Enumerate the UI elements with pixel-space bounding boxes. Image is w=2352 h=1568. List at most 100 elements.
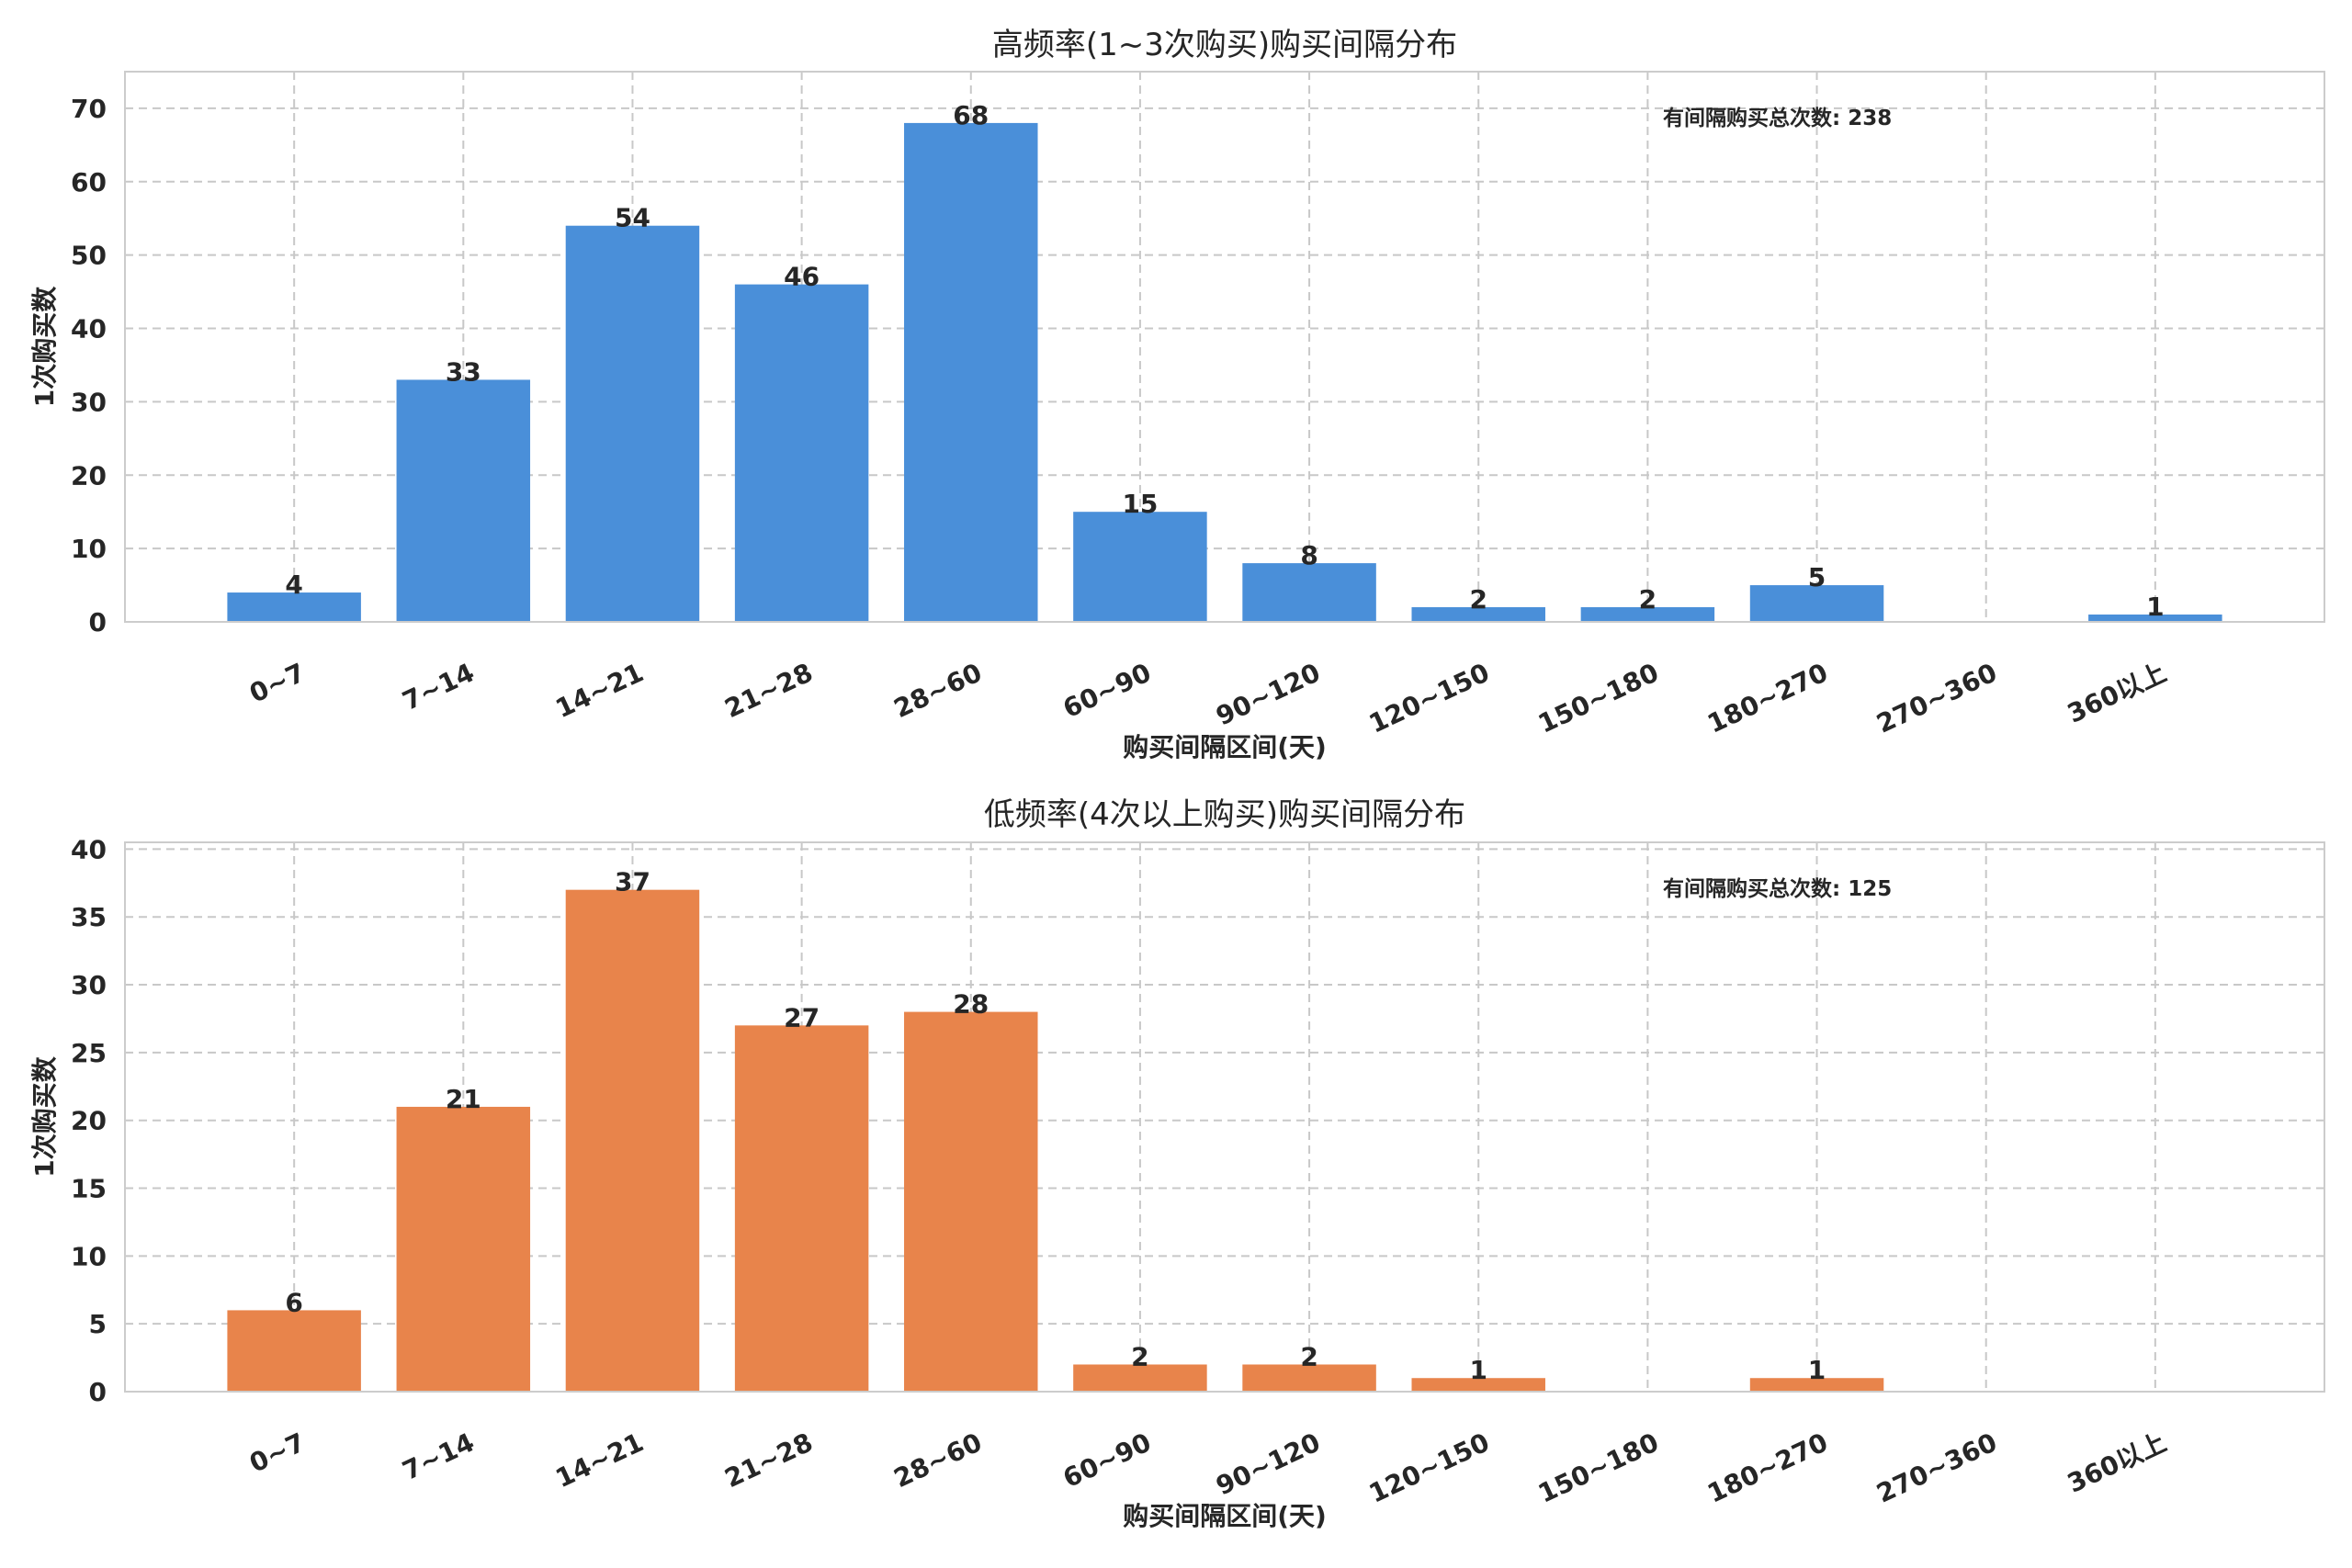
y-tick-label-60: 60 <box>71 167 107 197</box>
chart-title: 低频率(4次以上购买)购买间隔分布 <box>984 796 1465 833</box>
bar-60~90 <box>1073 512 1207 622</box>
bar-120~150 <box>1411 1378 1545 1392</box>
x-tick-labels: 0~7 7~14 14~21 21~28 28~60 60~90 90~120 120~150… <box>245 657 2171 739</box>
data-label-120~150: 1 <box>1469 1355 1487 1385</box>
bars <box>227 122 2222 622</box>
y-tick-label-0: 0 <box>89 607 107 637</box>
bar-21~28 <box>734 284 869 622</box>
x-tick-label-150~180: 150~180 <box>1533 657 1663 739</box>
x-axis-label: 购买间隔区间(天) <box>1123 1501 1327 1531</box>
chart-title: 高频率(1~3次购买)购买间隔分布 <box>992 27 1457 63</box>
x-tick-label-360以上: 360以上 <box>2063 657 2171 728</box>
bars <box>227 889 1884 1392</box>
y-tick-label-30: 30 <box>71 970 107 1000</box>
x-tick-label-120~150: 120~150 <box>1364 657 1494 739</box>
x-tick-label-270~360: 270~360 <box>1871 657 2001 739</box>
x-tick-label-180~270: 180~270 <box>1702 657 1832 739</box>
x-tick-label-28~60: 28~60 <box>889 657 987 724</box>
data-label-7~14: 33 <box>446 356 481 387</box>
y-tick-label-10: 10 <box>71 534 107 564</box>
x-tick-label-360以上: 360以上 <box>2063 1427 2171 1498</box>
data-label-21~28: 27 <box>784 1002 820 1032</box>
data-label-0~7: 6 <box>285 1287 302 1317</box>
bar-180~270 <box>1749 1378 1884 1392</box>
data-label-14~21: 37 <box>615 867 650 897</box>
plot-frame <box>124 841 2325 1393</box>
x-tick-label-120~150: 120~150 <box>1364 1427 1494 1508</box>
data-label-60~90: 15 <box>1122 489 1158 519</box>
bar-60~90 <box>1073 1364 1207 1392</box>
y-tick-label-50: 50 <box>71 241 107 271</box>
x-axis-label: 购买间隔区间(天) <box>1123 732 1327 762</box>
x-tick-label-14~21: 14~21 <box>551 657 649 724</box>
data-label-90~120: 8 <box>1300 540 1317 570</box>
bar-0~7 <box>227 1310 361 1392</box>
data-label-28~60: 68 <box>953 100 989 130</box>
y-axis-label: 1次购买数 <box>29 286 60 407</box>
y-tick-labels: 0 10 20 30 40 50 60 70 <box>71 94 107 637</box>
data-labels: 4 33 54 46 68 15 8 2 2 5 1 <box>285 100 2164 622</box>
y-tick-label-30: 30 <box>71 387 107 417</box>
data-label-180~270: 1 <box>1808 1355 1826 1385</box>
bar-7~14 <box>396 1106 531 1392</box>
y-tick-label-10: 10 <box>71 1241 107 1271</box>
plot-frame <box>124 71 2325 623</box>
bar-180~270 <box>1749 585 1884 622</box>
data-label-14~21: 54 <box>615 203 650 233</box>
x-tick-labels: 0~7 7~14 14~21 21~28 28~60 60~90 90~120 120~150… <box>245 1427 2171 1508</box>
x-tick-label-270~360: 270~360 <box>1871 1427 2001 1508</box>
x-tick-label-60~90: 60~90 <box>1058 657 1156 724</box>
y-tick-labels: 0 5 10 15 20 25 30 35 40 <box>71 834 107 1407</box>
y-tick-label-40: 40 <box>71 834 107 864</box>
total-count-annotation: 有间隔购买总次数: 238 <box>1663 106 1892 130</box>
data-label-7~14: 21 <box>446 1084 481 1114</box>
data-label-180~270: 5 <box>1808 562 1826 592</box>
x-tick-label-14~21: 14~21 <box>551 1427 649 1494</box>
bar-14~21 <box>565 225 700 622</box>
x-tick-label-0~7: 0~7 <box>245 657 311 708</box>
y-tick-label-0: 0 <box>89 1377 107 1407</box>
bar-360以上 <box>2088 615 2222 622</box>
x-tick-label-21~28: 21~28 <box>720 657 818 724</box>
y-tick-label-20: 20 <box>71 460 107 491</box>
data-label-90~120: 2 <box>1300 1341 1317 1371</box>
x-tick-label-0~7: 0~7 <box>245 1427 311 1478</box>
bar-90~120 <box>1242 563 1376 622</box>
y-tick-label-20: 20 <box>71 1106 107 1136</box>
data-label-150~180: 2 <box>1639 584 1657 615</box>
data-label-21~28: 46 <box>784 262 820 292</box>
x-tick-label-90~120: 90~120 <box>1212 1427 1325 1501</box>
y-tick-label-70: 70 <box>71 94 107 124</box>
y-tick-label-35: 35 <box>71 902 107 932</box>
data-label-0~7: 4 <box>285 570 302 600</box>
bar-0~7 <box>227 592 361 622</box>
bar-21~28 <box>734 1025 869 1392</box>
bar-28~60 <box>904 1011 1038 1392</box>
data-label-360以上: 1 <box>2146 592 2164 622</box>
y-axis-label: 1次购买数 <box>29 1055 60 1177</box>
y-tick-label-5: 5 <box>89 1309 107 1339</box>
x-tick-label-180~270: 180~270 <box>1702 1427 1832 1508</box>
bar-120~150 <box>1411 607 1545 622</box>
x-tick-label-7~14: 7~14 <box>398 657 479 716</box>
bar-14~21 <box>565 889 700 1392</box>
bar-150~180 <box>1580 607 1715 622</box>
data-label-60~90: 2 <box>1131 1341 1148 1371</box>
x-tick-label-7~14: 7~14 <box>398 1427 479 1486</box>
y-tick-label-25: 25 <box>71 1038 107 1068</box>
bar-90~120 <box>1242 1364 1376 1392</box>
x-tick-label-90~120: 90~120 <box>1212 657 1325 731</box>
data-label-28~60: 28 <box>953 989 989 1020</box>
x-tick-label-21~28: 21~28 <box>720 1427 818 1494</box>
x-tick-label-28~60: 28~60 <box>889 1427 987 1494</box>
x-tick-label-150~180: 150~180 <box>1533 1427 1663 1508</box>
bar-7~14 <box>396 379 531 622</box>
y-tick-label-15: 15 <box>71 1174 107 1204</box>
data-label-120~150: 2 <box>1469 584 1487 615</box>
total-count-annotation: 有间隔购买总次数: 125 <box>1663 876 1892 901</box>
x-tick-label-60~90: 60~90 <box>1058 1427 1156 1494</box>
